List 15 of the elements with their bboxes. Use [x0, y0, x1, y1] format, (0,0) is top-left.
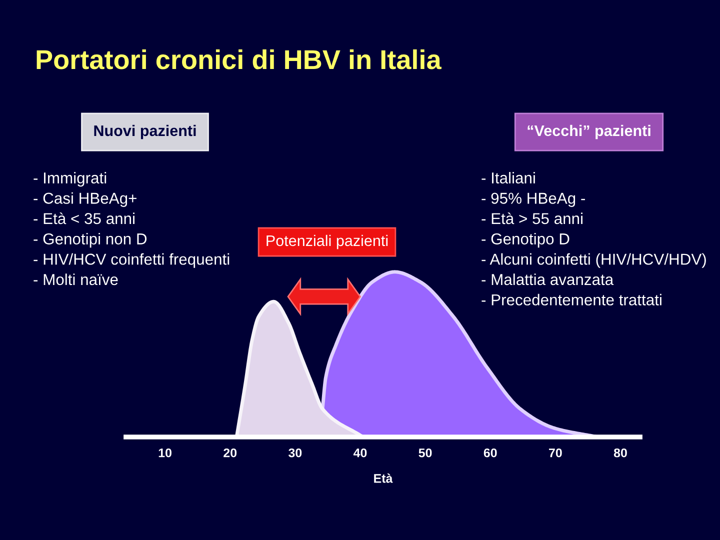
x-tick-label: 20	[224, 448, 237, 458]
x-tick-label: 60	[484, 448, 497, 458]
x-tick-label: 50	[418, 448, 432, 458]
text: “Vecchi” pazienti	[528, 124, 650, 140]
x-tick-label: 10	[158, 448, 172, 458]
text: Nuovi pazienti	[94, 124, 196, 140]
x-tick-label: 40	[353, 448, 367, 458]
x-axis-title: Età	[374, 474, 393, 483]
annotation: - Immigrati - Casi HBeAg+ - Età < 35 anni - Genotipi non D - HIV/HCV coinfetti frequenti - Molti naïve	[34, 172, 230, 286]
chart-title: Portatori cronici di HBV in Italia	[36, 49, 442, 70]
x-tick-label: 30	[288, 448, 302, 458]
x-tick-label: 80	[614, 448, 627, 458]
annotation: - Italiani - 95% HBeAg - - Età > 55 anni - Genotipo D - Alcuni coinfetti (HIV/HCV/HDV) - Malattia avanzata - Precedentemente trattati	[482, 172, 706, 306]
x-tick-label: 70	[549, 448, 562, 458]
text: Potenziali pazienti	[266, 234, 388, 250]
